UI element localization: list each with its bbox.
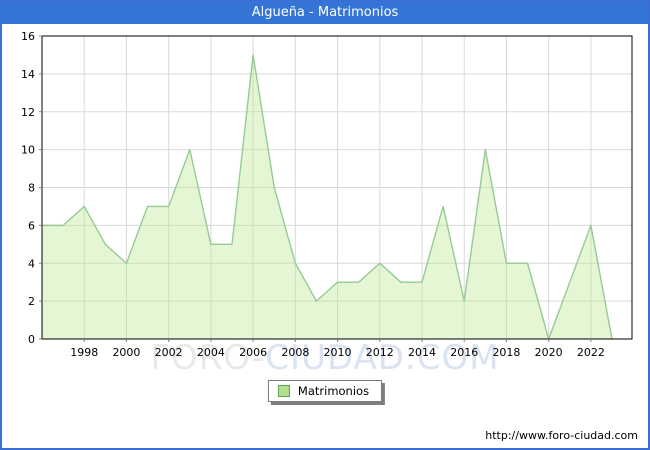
- x-tick-label: 2004: [197, 346, 225, 359]
- x-tick-label: 2014: [408, 346, 436, 359]
- y-tick-label: 16: [21, 30, 35, 43]
- area-series-outline: [42, 54, 613, 340]
- y-tick-label: 10: [21, 144, 35, 157]
- x-tick-label: 2010: [324, 346, 352, 359]
- x-tick-label: 2008: [281, 346, 309, 359]
- y-tick-label: 8: [28, 182, 35, 195]
- x-tick-label: 2018: [492, 346, 520, 359]
- x-tick-label: 2012: [366, 346, 394, 359]
- legend-label: Matrimonios: [297, 384, 370, 398]
- x-tick-label: 2000: [112, 346, 140, 359]
- x-tick-label: 2016: [450, 346, 478, 359]
- y-tick-label: 6: [28, 219, 35, 232]
- x-tick-label: 2002: [155, 346, 183, 359]
- x-tick-label: 2020: [535, 346, 563, 359]
- legend-swatch-icon: [277, 385, 290, 397]
- footer-url: http://www.foro-ciudad.com: [485, 429, 638, 442]
- y-tick-label: 2: [28, 295, 35, 308]
- y-tick-label: 4: [28, 257, 35, 270]
- y-tick-label: 0: [28, 333, 35, 346]
- legend-box: Matrimonios: [267, 380, 383, 402]
- x-tick-label: 2022: [577, 346, 605, 359]
- title-bar: Algueña - Matrimonios: [2, 2, 648, 24]
- x-tick-label: 1998: [70, 346, 98, 359]
- x-tick-label: 2006: [239, 346, 267, 359]
- y-tick-label: 12: [21, 106, 35, 119]
- y-tick-label: 14: [21, 68, 35, 81]
- page-title: Algueña - Matrimonios: [251, 5, 399, 20]
